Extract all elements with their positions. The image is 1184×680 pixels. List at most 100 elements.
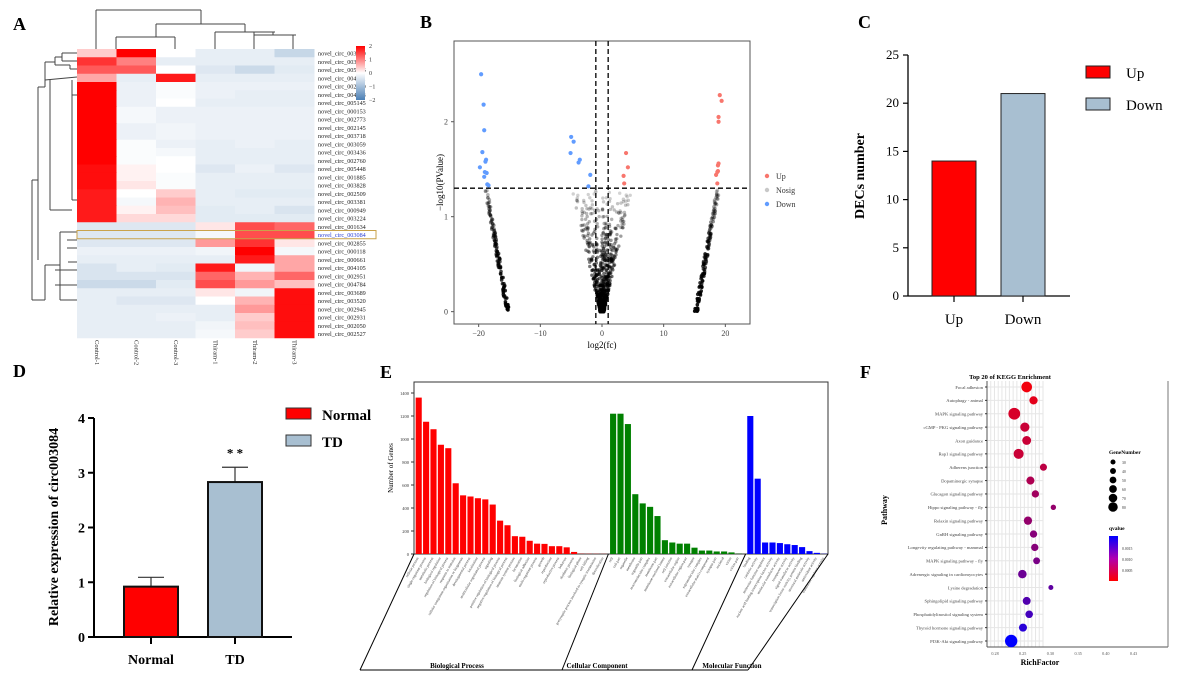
heatmap-cell bbox=[195, 313, 236, 322]
nosig-point bbox=[590, 199, 594, 203]
nosig-point bbox=[621, 197, 626, 201]
nosig-point bbox=[582, 228, 586, 232]
go-bar bbox=[452, 483, 459, 554]
nosig-point bbox=[490, 222, 495, 226]
heatmap-cell bbox=[195, 189, 236, 198]
heatmap-cell bbox=[235, 288, 275, 297]
heatmap-cell bbox=[274, 313, 315, 322]
down-point bbox=[482, 128, 487, 133]
pathway-label: Rap1 signaling pathway bbox=[939, 452, 984, 457]
nosig-point bbox=[622, 214, 627, 218]
nosig-point bbox=[609, 238, 613, 243]
nosig-point bbox=[580, 207, 584, 211]
go-term-label: synapse bbox=[686, 556, 695, 568]
x-tick-label: 0.30 bbox=[1047, 651, 1054, 656]
go-bar bbox=[497, 520, 504, 554]
down-point bbox=[481, 102, 486, 107]
nosig-point bbox=[590, 233, 594, 237]
go-bar bbox=[437, 444, 444, 554]
nosig-point bbox=[612, 245, 616, 250]
heatmap-cell bbox=[274, 197, 315, 207]
heatmap-cell bbox=[77, 238, 117, 248]
heatmap-cell bbox=[195, 321, 236, 330]
nosig-point bbox=[598, 254, 603, 259]
nosig-point bbox=[594, 190, 598, 194]
heatmap-cell bbox=[156, 49, 196, 58]
go-term-label: virion bbox=[725, 556, 733, 566]
heatmap-cell bbox=[274, 181, 315, 190]
heatmap-cell bbox=[195, 296, 236, 306]
go-bar bbox=[534, 543, 541, 554]
heatmap-cell bbox=[156, 115, 196, 124]
nosig-point bbox=[604, 226, 608, 230]
nosig-point bbox=[496, 259, 501, 263]
heatmap-cell bbox=[235, 313, 275, 322]
y-tick-label: 600 bbox=[402, 483, 410, 488]
heatmap-cell bbox=[116, 321, 157, 330]
nosig-point bbox=[603, 236, 608, 241]
nosig-point bbox=[713, 201, 718, 206]
nosig-point bbox=[493, 242, 497, 246]
nosig-point bbox=[587, 245, 591, 249]
nosig-point bbox=[590, 268, 594, 273]
heatmap-cell bbox=[77, 90, 117, 99]
heatmap-cell bbox=[274, 189, 315, 198]
y-tick-label: 10 bbox=[886, 192, 899, 207]
colorbar-tick-label: 1 bbox=[369, 58, 372, 64]
nosig-point bbox=[579, 223, 583, 228]
go-bar bbox=[698, 550, 705, 554]
heatmap-cell bbox=[235, 321, 275, 330]
nosig-point bbox=[611, 245, 616, 249]
heatmap-row-label: novel_circ_002050 bbox=[318, 323, 366, 330]
nosig-point bbox=[603, 233, 608, 237]
go-bar bbox=[762, 542, 769, 554]
nosig-point bbox=[610, 205, 615, 209]
heatmap-cell bbox=[116, 181, 157, 190]
go-bar bbox=[691, 547, 698, 554]
nosig-point bbox=[598, 307, 602, 312]
heatmap-cell bbox=[235, 90, 275, 99]
heatmap-cell bbox=[274, 123, 315, 132]
x-tick-label: 10 bbox=[660, 329, 668, 338]
nosig-point bbox=[602, 271, 606, 276]
nosig-point bbox=[497, 265, 502, 270]
panel-label-f: F bbox=[860, 362, 871, 382]
go-bar bbox=[578, 553, 585, 554]
heatmap-cell bbox=[195, 148, 236, 157]
nosig-point bbox=[589, 212, 593, 216]
heatmap-cell bbox=[77, 263, 117, 273]
heatmap-cell bbox=[116, 164, 157, 174]
nosig-point bbox=[622, 210, 627, 215]
go-bar bbox=[585, 553, 592, 554]
heatmap-row-label: novel_circ_002509 bbox=[318, 191, 366, 198]
nosig-point bbox=[716, 193, 721, 198]
heatmap-cell bbox=[77, 222, 117, 231]
heatmap-cell bbox=[235, 271, 275, 281]
pathway-label: Phosphatidylinositol signaling system bbox=[913, 612, 983, 617]
heatmap-cell bbox=[235, 255, 275, 264]
go-bar bbox=[735, 553, 742, 554]
nosig-point bbox=[714, 202, 719, 207]
go-bar bbox=[526, 540, 533, 554]
nosig-point bbox=[601, 285, 605, 289]
y-tick-label: 20 bbox=[886, 95, 899, 110]
heatmap-cell bbox=[235, 329, 275, 339]
heatmap-cell bbox=[77, 156, 117, 165]
go-bar bbox=[647, 506, 654, 554]
nosig-point bbox=[501, 275, 505, 280]
nosig-point bbox=[586, 231, 591, 236]
nosig-point bbox=[701, 267, 706, 271]
nosig-point bbox=[695, 302, 700, 307]
size-legend-label: 80 bbox=[1122, 506, 1126, 510]
x-tick-label: 20 bbox=[721, 329, 729, 338]
nosig-point bbox=[609, 245, 613, 249]
heatmap-cell bbox=[156, 57, 196, 66]
highlight-box bbox=[76, 230, 377, 240]
heatmap-cell bbox=[235, 65, 275, 75]
heatmap-cell bbox=[116, 205, 157, 215]
dec-bar-panel: 0 5 10 15 20 25 Up Down DECs number Up Down bbox=[810, 0, 1184, 350]
heatmap-cell bbox=[274, 321, 315, 330]
go-bar bbox=[460, 495, 467, 554]
nosig-point bbox=[609, 230, 614, 234]
heatmap-cell bbox=[156, 304, 196, 314]
